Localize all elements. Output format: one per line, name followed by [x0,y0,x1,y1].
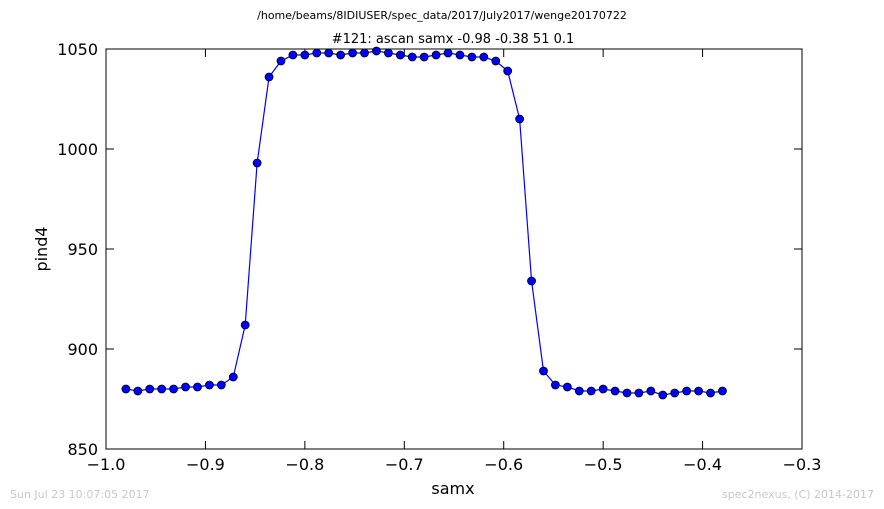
x-tick-label: −0.8 [285,455,324,474]
data-point [622,388,632,398]
data-point [348,48,357,58]
data-point [539,366,548,376]
data-point [658,390,668,400]
data-point [515,114,525,124]
x-tick-label: −0.7 [385,455,424,474]
x-tick-label: −0.9 [186,455,225,474]
data-point [562,382,572,392]
data-point [372,46,381,56]
data-point [288,50,298,60]
data-point [193,382,202,392]
y-tick-label: 1050 [57,40,98,59]
chart-title: #121: ascan samx -0.98 -0.38 51 0.1 [332,32,575,47]
x-tick-label: −0.3 [783,455,822,474]
data-point [634,388,644,398]
data-point [276,56,286,66]
data-point [574,386,584,396]
data-point [527,276,536,286]
file-path: /home/beams/8IDIUSER/spec_data/2017/July… [257,9,627,22]
footer-timestamp: Sun Jul 23 10:07:05 2017 [10,488,150,501]
data-point [264,72,274,82]
data-point [360,48,369,58]
data-point [455,50,465,60]
x-axis-label: samx [431,479,474,498]
data-point [133,386,143,396]
data-point [718,386,727,396]
data-point [228,372,238,382]
x-tick-label: −0.4 [683,455,722,474]
data-point [336,50,346,60]
data-point [205,380,214,390]
data-point [646,386,656,396]
data-point [682,386,692,396]
data-point [240,320,250,330]
data-point [216,380,226,390]
data-point [324,48,334,58]
footer-credit: spec2nexus, (C) 2014-2017 [722,488,874,501]
data-point [598,384,608,394]
x-tick-label: −1.0 [87,455,126,474]
data-point [610,386,620,396]
series-line [125,50,723,396]
data-point [491,56,501,66]
data-point [551,380,560,390]
data-point [706,388,715,398]
plot-layer: −1.0 −0.9 −0.8 −0.7 −0.6 −0.5 −0.4 −0.3 850 900 95… [57,40,821,474]
data-point [431,50,441,60]
data-point [694,386,703,396]
data-point [407,52,417,62]
data-point [419,52,429,62]
data-point [169,384,179,394]
data-point [383,48,393,58]
data-point [121,384,131,394]
data-point [252,158,262,168]
data-point [395,50,405,60]
data-point [300,50,310,60]
data-point [443,48,453,58]
data-point [670,388,680,398]
data-point [157,384,167,394]
data-point [586,386,596,396]
data-point [479,52,489,62]
data-point [181,382,190,392]
data-point [312,48,322,58]
x-tick-label: −0.6 [484,455,523,474]
y-tick-label: 1000 [57,140,98,159]
y-tick-label: 850 [67,440,98,459]
x-tick-label: −0.5 [584,455,623,474]
y-tick-label: 950 [67,240,98,259]
y-tick-label: 900 [67,340,98,359]
y-axis-label: pind4 [32,226,51,271]
data-point [503,66,513,76]
data-point [467,52,477,62]
data-point [145,384,155,394]
